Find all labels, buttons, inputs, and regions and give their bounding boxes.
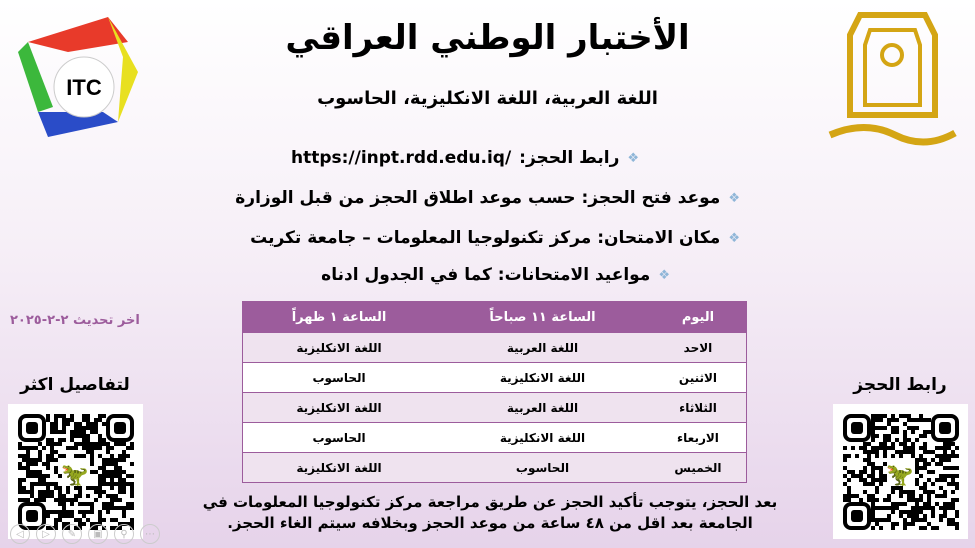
table-row: الاربعاء اللغة الانكليزية الحاسوب [242, 422, 747, 453]
table-cell: اللغة الانكليزية [242, 332, 436, 363]
exam-schedule-table: اليوم الساعة ١١ صباحاً الساعة ١ ظهراً ال… [242, 301, 747, 483]
header-1pm: الساعة ١ ظهراً [242, 301, 436, 333]
header-day: اليوم [649, 301, 747, 333]
slides-icon[interactable]: ▣ [88, 524, 108, 544]
table-cell: اللغة الانكليزية [435, 362, 650, 393]
table-row: الخميس الحاسوب اللغة الانكليزية [242, 452, 747, 483]
location-text: مكان الامتحان: مركز تكنولوجيا المعلومات … [250, 228, 721, 248]
diamond-bullet-icon: ❖ [627, 150, 640, 166]
more-icon[interactable]: ⋯ [140, 524, 160, 544]
diamond-bullet-icon: ❖ [728, 230, 740, 246]
bullet-schedule: ❖ مواعيد الامتحانات: كما في الجدول ادناه [230, 265, 670, 285]
diamond-bullet-icon: ❖ [728, 190, 740, 206]
table-cell: اللغة الانكليزية [435, 422, 650, 453]
table-cell: الاثنين [649, 362, 747, 393]
svg-text:🦖: 🦖 [886, 463, 913, 488]
opening-text: موعد فتح الحجز: حسب موعد اطلاق الحجز من … [235, 188, 721, 208]
table-row: الاثنين اللغة الانكليزية الحاسوب [242, 362, 747, 393]
table-row: الاحد اللغة العربية اللغة الانكليزية [242, 332, 747, 363]
footer-note: بعد الحجز، يتوجب تأكيد الحجز عن طريق مرا… [202, 493, 778, 532]
page-title: الأختبار الوطني العراقي [285, 18, 690, 58]
table-row: الثلاثاء اللغة العربية اللغة الانكليزية [242, 392, 747, 423]
table-cell: الخميس [649, 452, 747, 483]
table-cell: الاحد [649, 332, 747, 363]
bullet-booking-link: ❖ رابط الحجز: https://inpt.rdd.edu.iq/ [200, 148, 730, 168]
bullet-location: ❖ مكان الامتحان: مركز تكنولوجيا المعلوما… [230, 228, 740, 248]
qr-left-label: لتفاصيل اكثر [20, 375, 130, 395]
qr-code-booking[interactable]: 🦖 [833, 404, 968, 539]
next-slide-icon[interactable]: ▷ [36, 524, 56, 544]
zoom-icon[interactable]: ⚲ [114, 524, 134, 544]
booking-url-link[interactable]: https://inpt.rdd.edu.iq/ [290, 148, 512, 168]
table-cell: الحاسوب [435, 452, 650, 483]
itc-logo-text: ITC [66, 75, 102, 100]
qr-code-details[interactable]: 🦖 [8, 404, 143, 539]
booking-label: رابط الحجز: [519, 148, 620, 168]
qr-right-label: رابط الحجز [853, 375, 947, 395]
table-cell: اللغة الانكليزية [242, 452, 436, 483]
diamond-bullet-icon: ❖ [658, 267, 670, 283]
schedule-text: مواعيد الامتحانات: كما في الجدول ادناه [321, 265, 651, 285]
prev-slide-icon[interactable]: ◁ [10, 524, 30, 544]
pen-icon[interactable]: ✎ [62, 524, 82, 544]
last-update: اخر تحديث ٢-٢-٢٠٢٥ [10, 313, 140, 328]
subtitle: اللغة العربية، اللغة الانكليزية، الحاسوب [317, 88, 658, 109]
bullet-opening: ❖ موعد فتح الحجز: حسب موعد اطلاق الحجز م… [230, 188, 740, 208]
table-cell: الاربعاء [649, 422, 747, 453]
table-cell: الثلاثاء [649, 392, 747, 423]
itc-logo: ITC [8, 12, 158, 142]
tikrit-university-logo [825, 5, 960, 150]
table-cell: اللغة العربية [435, 332, 650, 363]
header-11am: الساعة ١١ صباحاً [435, 301, 650, 333]
table-cell: الحاسوب [242, 422, 436, 453]
svg-text:🦖: 🦖 [61, 463, 88, 488]
table-cell: اللغة الانكليزية [242, 392, 436, 423]
table-cell: الحاسوب [242, 362, 436, 393]
table-cell: اللغة العربية [435, 392, 650, 423]
